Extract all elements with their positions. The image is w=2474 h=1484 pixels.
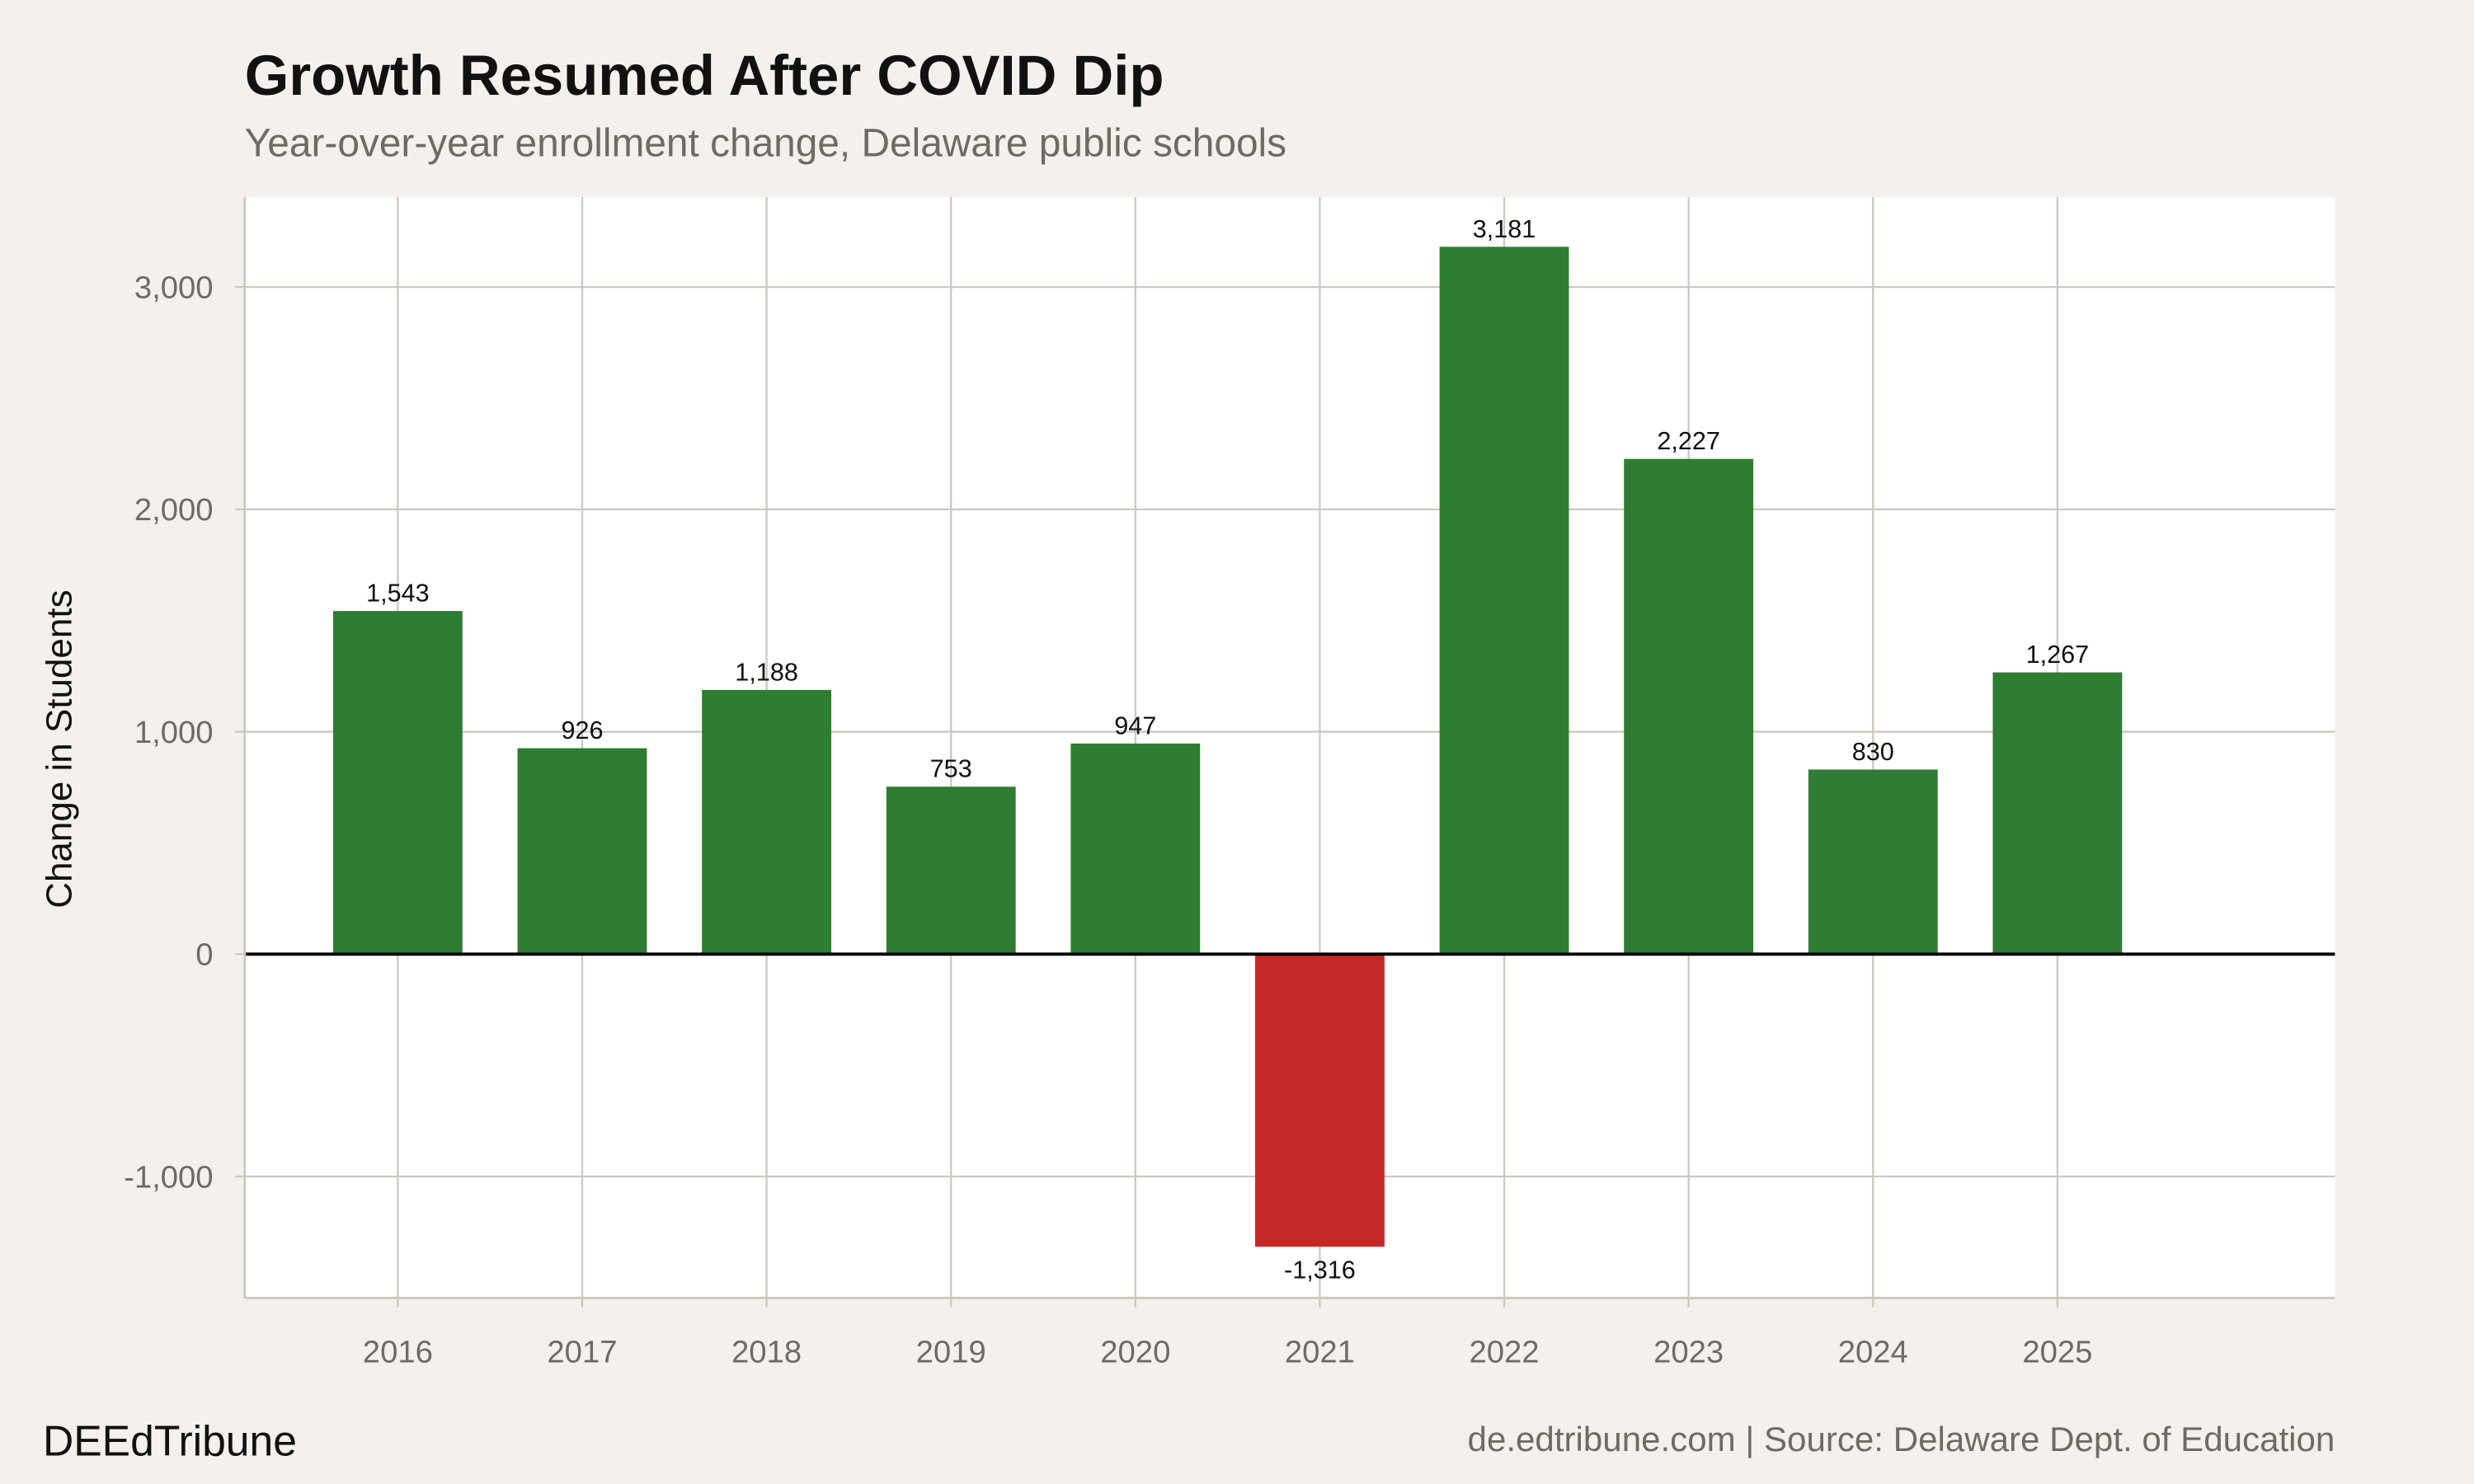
bar-2020: [1070, 743, 1201, 955]
brand-logo-text: DEEdTribune: [43, 1417, 297, 1465]
y-tick-label: 1,000: [134, 715, 214, 750]
chart-subtitle: Year-over-year enrollment change, Delawa…: [245, 121, 1286, 165]
data-label-2023: 2,227: [1657, 427, 1720, 455]
y-tick-label: 3,000: [134, 270, 214, 306]
bar-2025: [1992, 672, 2123, 955]
y-axis-ticks: -1,000 0 1,000 2,000 3,000: [124, 197, 247, 1298]
bars: [332, 247, 2123, 1247]
x-tick-label: 2020: [1100, 1335, 1170, 1370]
data-label-2017: 926: [561, 716, 603, 744]
bar-2024: [1808, 769, 1938, 955]
x-tick-label: 2018: [731, 1335, 802, 1370]
data-label-2021: -1,316: [1284, 1256, 1356, 1284]
data-label-2022: 3,181: [1473, 215, 1536, 243]
source-credit: de.edtribune.com | Source: Delaware Dept…: [1468, 1420, 2335, 1458]
data-label-2016: 1,543: [366, 580, 430, 608]
bar-2017: [517, 748, 647, 955]
data-label-2025: 1,267: [2026, 641, 2090, 669]
data-labels: 1,543 926 1,188 753 947 -1,316 3,181 2,227 830 1,…: [244, 215, 2335, 1284]
x-tick-label: 2016: [363, 1335, 433, 1370]
x-tick-label: 2021: [1285, 1335, 1355, 1370]
x-tick-label: 2025: [2022, 1335, 2092, 1370]
bar-2022: [1439, 247, 1569, 955]
y-tick-label: -1,000: [124, 1159, 213, 1195]
data-label-2019: 753: [930, 755, 972, 783]
bar-2016: [332, 611, 463, 955]
x-tick-label: 2019: [916, 1335, 986, 1370]
bar-2019: [886, 787, 1016, 955]
bar-2018: [702, 689, 832, 955]
data-label-2024: 830: [1852, 738, 1894, 766]
chart-title: Growth Resumed After COVID Dip: [245, 44, 1164, 107]
x-axis-ticks: 2016 2017 2018 2019 2020 2021 2022 2023 2024 2025: [244, 1296, 2335, 1370]
bar-2023: [1624, 458, 1754, 955]
x-tick-label: 2023: [1653, 1335, 1724, 1370]
bar-2021: [1254, 954, 1385, 1247]
y-tick-label: 2,000: [134, 492, 214, 528]
data-label-2020: 947: [1114, 711, 1156, 740]
y-tick-label: 0: [195, 937, 213, 973]
x-tick-label: 2017: [547, 1335, 617, 1370]
y-axis-label: Change in Students: [39, 589, 79, 908]
x-tick-label: 2024: [1838, 1335, 1908, 1370]
x-tick-label: 2022: [1469, 1335, 1539, 1370]
data-label-2018: 1,188: [735, 658, 798, 686]
